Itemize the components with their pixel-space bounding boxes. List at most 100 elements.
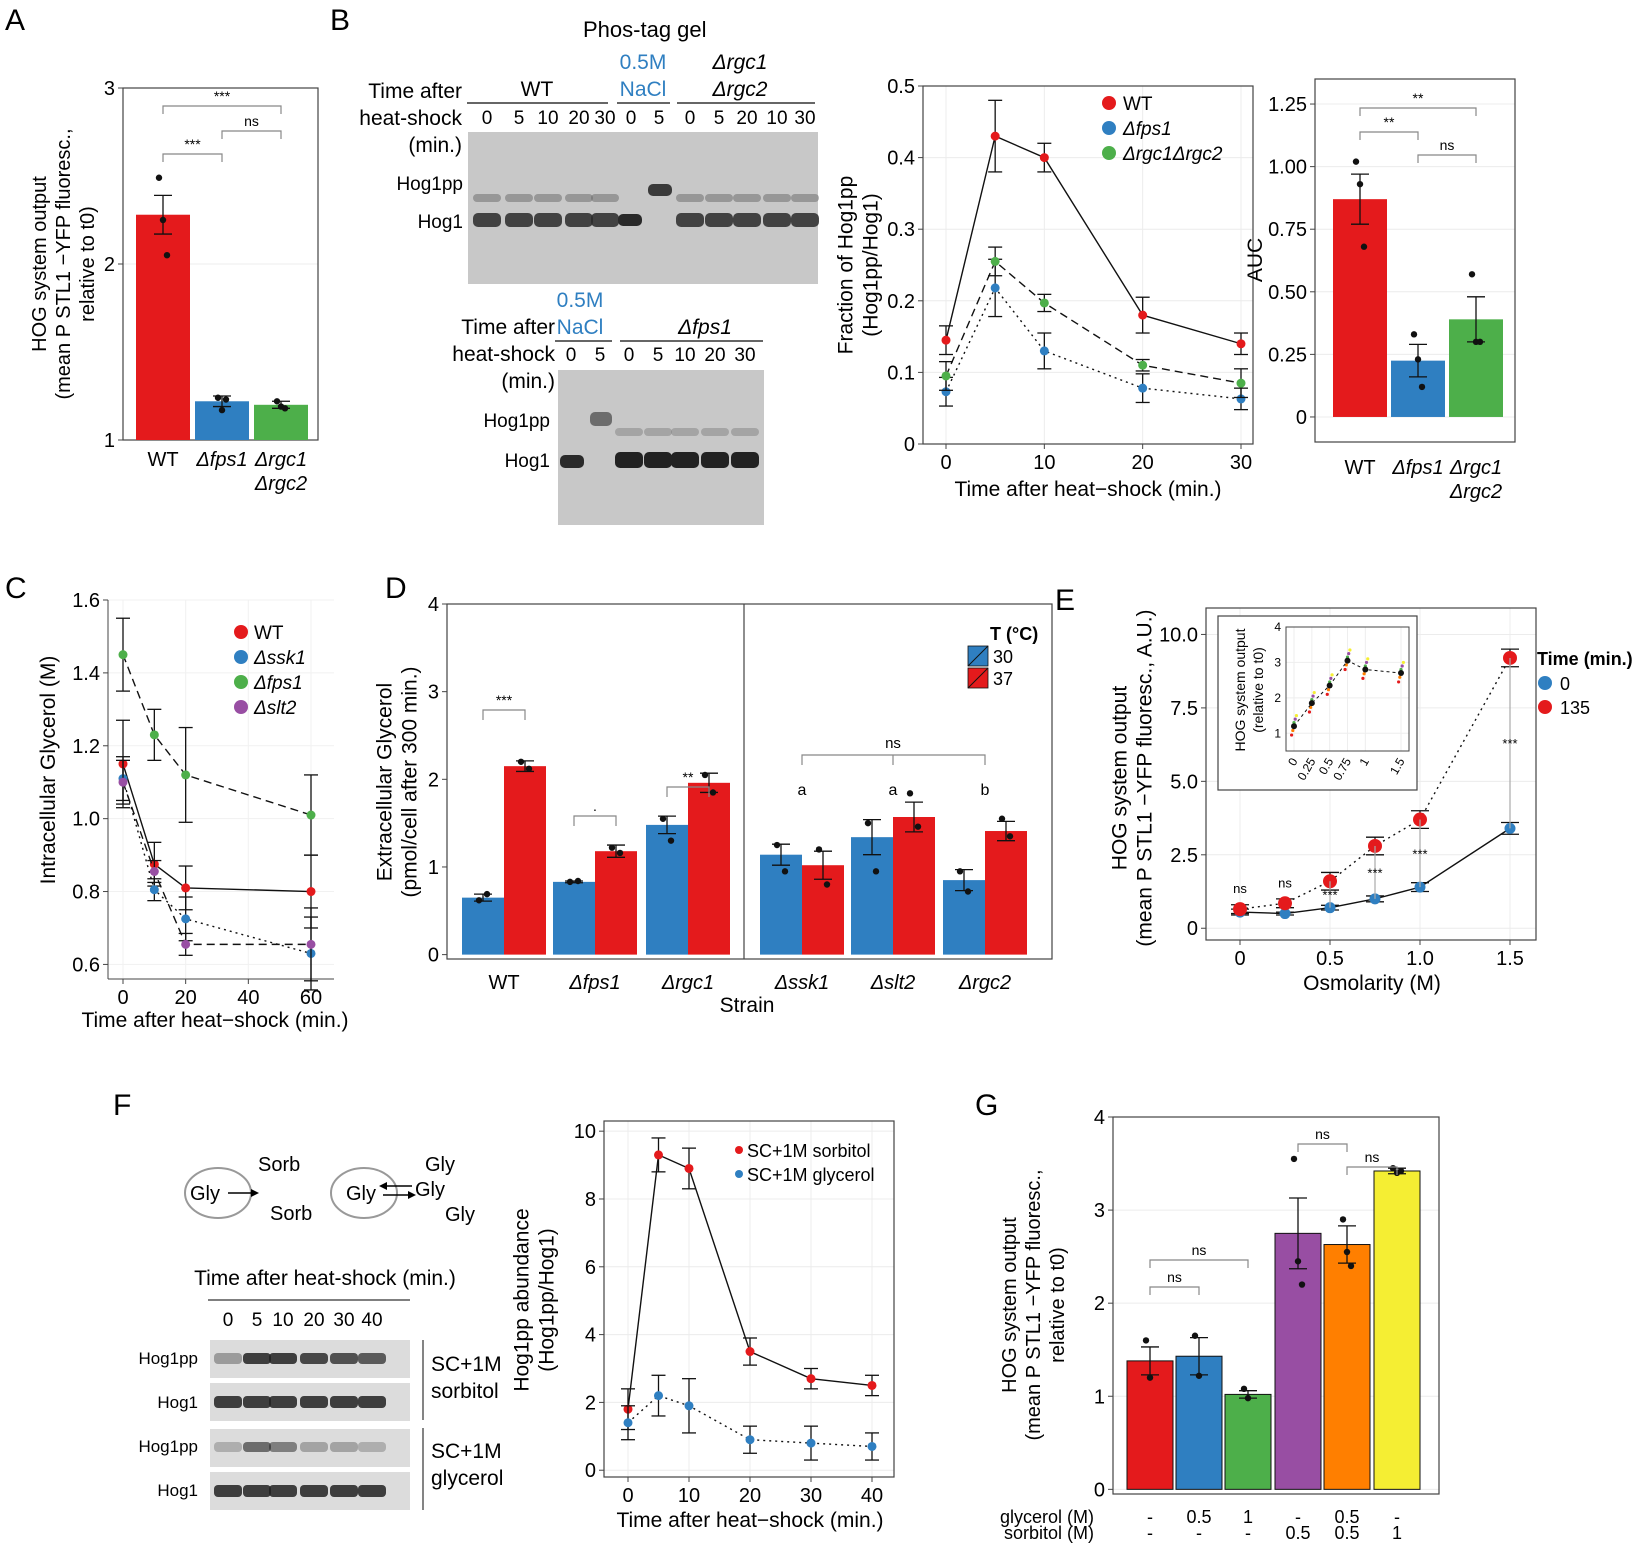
- bar-37: [688, 782, 730, 955]
- series-point: [806, 1438, 816, 1448]
- x-tick-label: Δrgc2: [958, 972, 1011, 994]
- y-tick-label: 3: [104, 78, 115, 100]
- bar-5: [1373, 1170, 1421, 1490]
- data-point: [1414, 356, 1422, 363]
- significance-label: ns: [1233, 881, 1247, 896]
- hog1-band: [358, 1485, 386, 1497]
- x-tick-label: Δrgc1: [661, 972, 714, 994]
- gel1-wt-lane-0: 0: [482, 108, 493, 129]
- significance-label: ***: [1322, 887, 1337, 902]
- legend-key-diagonal: [967, 645, 989, 667]
- legend-label: SC+1M sorbitol: [747, 1141, 871, 1161]
- gel2-nacl-header-2: NaCl: [557, 316, 604, 339]
- data-point: [1360, 243, 1368, 250]
- gelf-lane-0: 0: [223, 1310, 234, 1331]
- gel2-bands: [560, 412, 759, 468]
- y-axis-label: relative to t0): [1047, 1247, 1069, 1363]
- gel1-wt-header: WT: [521, 78, 554, 101]
- x-label-rgc-2: Δrgc2: [1449, 481, 1502, 503]
- series-point: [181, 939, 191, 949]
- y-tick-label: 1.25: [1268, 94, 1307, 116]
- gel1-rgc-lane-1: 5: [714, 108, 725, 129]
- hog1-band: [300, 1485, 328, 1497]
- y-tick-label: 10: [574, 1121, 596, 1143]
- gelf-lane-3: 20: [303, 1310, 324, 1331]
- panel-letter-a: A: [5, 4, 25, 37]
- legend-key: [735, 1146, 743, 1154]
- x-tick-label: 0.5: [1316, 948, 1344, 970]
- y-axis-label: HOG system output: [999, 1217, 1021, 1393]
- series-point: [306, 810, 316, 820]
- group-letter: b: [981, 782, 990, 799]
- y-tick-label: 0.6: [72, 954, 100, 976]
- y-tick-label: 8: [585, 1189, 596, 1211]
- series-point: [181, 883, 191, 893]
- y-axis-label: relative to t0): [77, 206, 99, 322]
- data-point: [823, 881, 831, 888]
- series-point: [654, 1150, 663, 1160]
- series-point: [1138, 310, 1148, 320]
- y-tick-label: 4: [1094, 1107, 1105, 1129]
- data-point: [163, 252, 171, 259]
- inset-replicate: [1343, 667, 1347, 672]
- y-tick-label: 0: [585, 1460, 596, 1482]
- significance-label: ns: [1192, 1242, 1207, 1258]
- sorbitol-value: -: [1147, 1523, 1153, 1543]
- gel1-time-label-3: (min.): [408, 134, 462, 157]
- gly-outer-middle: Gly: [415, 1179, 445, 1201]
- series-point: [1236, 378, 1246, 388]
- y-axis-label: (Hog1pp/Hog1): [536, 1228, 559, 1372]
- data-point: [773, 841, 781, 849]
- legend-label: Δslt2: [253, 698, 297, 719]
- inset-point: [1362, 666, 1369, 673]
- cell-left-gly: Gly: [190, 1183, 220, 1205]
- legend-label: WT: [1123, 94, 1153, 115]
- glycerol-value: -: [1394, 1507, 1400, 1527]
- y-tick-label: 3: [1094, 1200, 1105, 1222]
- legend-key: [1102, 96, 1116, 110]
- sorbitol-value: 0.5: [1334, 1523, 1359, 1543]
- y-tick-label: 0.2: [887, 291, 915, 313]
- series-point: [1236, 394, 1246, 404]
- gelf-glycerol: glycerol: [431, 1467, 503, 1490]
- gelf-sc1m-glycerol-1: SC+1M: [431, 1440, 502, 1463]
- x-tick-label: 0: [117, 987, 128, 1009]
- gel1-wt-lane-3: 20: [568, 108, 589, 129]
- gel2-hog1-label: Hog1: [505, 451, 550, 472]
- hog1-band: [214, 1485, 242, 1497]
- hog1pp-band: [358, 1442, 386, 1452]
- series-point: [806, 1374, 816, 1384]
- series-point: [306, 887, 316, 897]
- legend-label: SC+1M glycerol: [747, 1165, 875, 1185]
- y-tick-label: 2: [1094, 1293, 1105, 1315]
- data-point: [214, 394, 222, 401]
- data-point: [1142, 1337, 1150, 1344]
- data-point: [1244, 1394, 1252, 1402]
- y-axis-label: (mean P STL1 −YFP fluoresc.,: [53, 128, 75, 399]
- x-tick-label: 10: [1033, 452, 1055, 474]
- series-point: [745, 1435, 755, 1445]
- legend-label: 135: [1560, 698, 1590, 718]
- hog1-band: [473, 213, 501, 227]
- gel2-fps-lane-3: 20: [704, 345, 725, 366]
- y-tick-label: 0: [1094, 1479, 1105, 1501]
- inset-line: [1293, 660, 1402, 727]
- hog1pp-band: [763, 194, 791, 202]
- legend-title: T (°C): [990, 624, 1038, 644]
- series-line: [1239, 657, 1511, 910]
- panel-b-line-chart: 0 0.1 0.2 0.3 0.4 0.5 0 10 20 30 Time after heat−s…: [835, 76, 1254, 501]
- inset-replicate: [1291, 728, 1295, 733]
- series-point: [941, 387, 951, 397]
- data-point: [616, 849, 624, 857]
- y-tick-label: 0: [904, 434, 915, 456]
- y-tick-label: 1.00: [1268, 157, 1307, 179]
- y-tick-label: 2: [104, 254, 115, 276]
- hog1-band: [565, 213, 593, 227]
- hog1pp-band: [565, 194, 593, 202]
- hog1pp-band: [243, 1353, 271, 1364]
- bar-37: [802, 865, 844, 955]
- series-point: [181, 914, 191, 924]
- data-point: [574, 877, 582, 885]
